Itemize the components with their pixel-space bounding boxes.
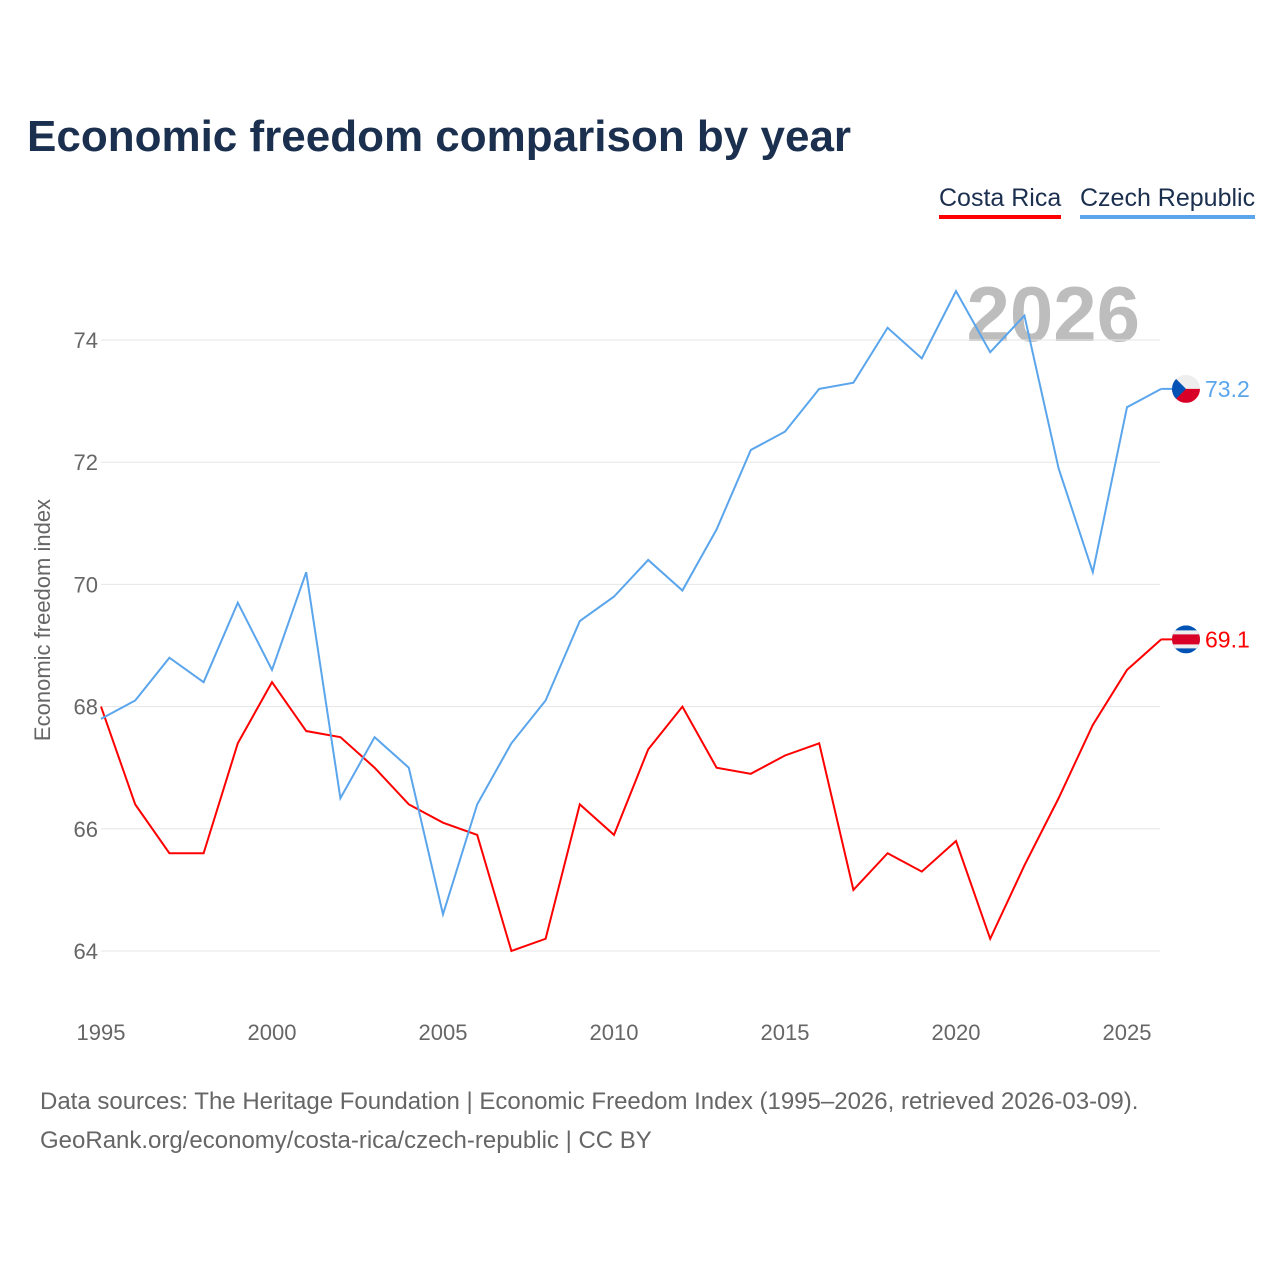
czech-flag-icon	[1172, 374, 1200, 403]
y-tick-label: 66	[74, 817, 98, 842]
series-line-costa-rica	[100, 638, 1162, 953]
source-line-2: GeoRank.org/economy/costa-rica/czech-rep…	[40, 1127, 652, 1154]
x-tick-label: 2000	[248, 1020, 297, 1045]
year-watermark: 2026	[966, 270, 1140, 358]
chart-title: Economic freedom comparison by year	[27, 112, 852, 161]
y-tick-label: 70	[74, 572, 98, 597]
x-tick-label: 2010	[590, 1020, 639, 1045]
y-tick-label: 72	[74, 450, 98, 475]
x-tick-label: 2020	[932, 1020, 981, 1045]
x-tick-label: 2015	[761, 1020, 810, 1045]
x-tick-label: 1995	[77, 1020, 126, 1045]
source-line-1: Data sources: The Heritage Foundation | …	[40, 1088, 1139, 1115]
series-line-czech-republic	[100, 288, 1162, 919]
x-tick-label: 2005	[419, 1020, 468, 1045]
end-value-label: 73.2	[1205, 376, 1250, 402]
x-tick-label: 2025	[1103, 1020, 1152, 1045]
y-tick-label: 68	[74, 695, 98, 720]
costa-rica-flag-icon	[1172, 625, 1200, 654]
end-value-label: 69.1	[1205, 626, 1250, 652]
y-tick-label: 74	[74, 328, 98, 353]
y-axis-label: Economic freedom index	[30, 499, 55, 741]
legend-czech-republic[interactable]: Czech Republic	[1080, 184, 1256, 219]
y-tick-label: 64	[74, 939, 98, 964]
legend-costa-rica[interactable]: Costa Rica	[939, 184, 1062, 219]
